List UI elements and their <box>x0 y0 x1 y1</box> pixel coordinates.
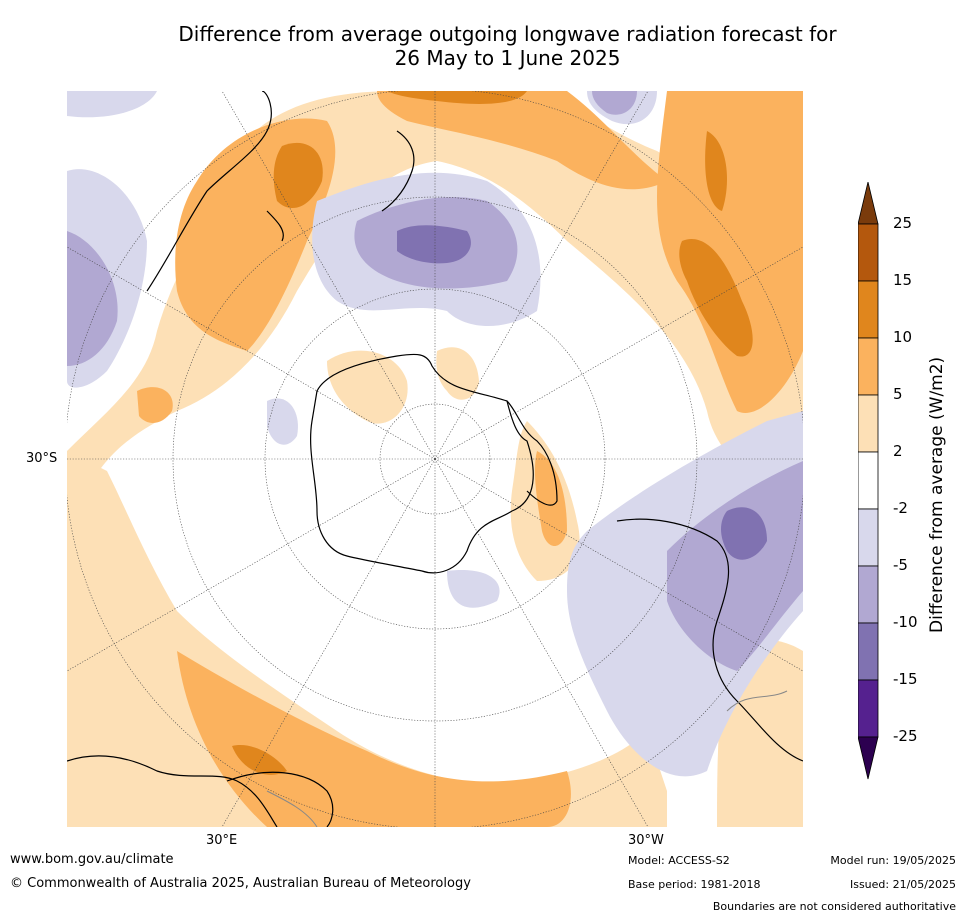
colorbar-title: Difference from average (W/m2) <box>927 356 947 633</box>
colorbar-tick-label: 25 <box>893 214 913 232</box>
colorbar <box>858 182 879 780</box>
antarctica-coastline <box>310 353 534 574</box>
footer-model: Model: ACCESS-S2 <box>628 854 730 867</box>
colorbar-segment <box>858 280 879 339</box>
anomaly-region-light-purple-east <box>267 398 298 445</box>
anomaly-region-light-purple-northwest <box>67 91 157 118</box>
colorbar-extend-bottom <box>858 736 879 780</box>
colorbar-tick-label: -25 <box>893 727 918 745</box>
africa-coastline <box>67 755 278 827</box>
colorbar-tick-label: 2 <box>893 442 903 460</box>
colorbar-tick-label: -10 <box>893 613 918 631</box>
anomaly-region-dark-orange-pacific <box>679 239 753 357</box>
colorbar-segment <box>858 223 879 282</box>
anomaly-region-purple-north <box>592 91 637 115</box>
colorbar-segment <box>858 508 879 567</box>
map-title: Difference from average outgoing longwav… <box>60 22 955 70</box>
colorbar-segment <box>858 679 879 738</box>
footer-url[interactable]: www.bom.gov.au/climate <box>10 852 174 867</box>
colorbar-segment <box>858 622 879 681</box>
anomaly-region-purple-west <box>67 231 118 366</box>
footer-issued: Issued: 21/05/2025 <box>849 878 956 891</box>
colorbar-segment <box>858 451 879 510</box>
colorbar-segment <box>858 337 879 396</box>
lat-label-30s: 30°S <box>26 451 58 466</box>
colorbar-tick-label: 15 <box>893 271 913 289</box>
anomaly-region-orange-north <box>377 91 667 190</box>
colorbar-segment <box>858 394 879 453</box>
south-america-coastline <box>616 518 803 762</box>
footer-disclaimer: Boundaries are not considered authoritat… <box>712 900 956 913</box>
lon-label-30e: 30°E <box>206 833 238 848</box>
latitude-circle-60s <box>264 288 606 630</box>
anomaly-region-dark-orange-australia <box>273 142 323 209</box>
country-border-1 <box>266 790 318 827</box>
anomaly-region-light-orange-pole2 <box>436 347 479 400</box>
new-zealand-coastline <box>381 130 415 212</box>
anomaly-region-dark-orange-pacific2 <box>705 131 727 211</box>
meridian-lines <box>67 91 803 827</box>
latitude-circle-45s <box>172 196 698 722</box>
anomaly-region-dark-purple-atlantic <box>721 507 767 560</box>
colorbar-segment <box>858 565 879 624</box>
colorbar-tick-label: -2 <box>893 499 908 517</box>
anomaly-region-orange-pacific <box>657 91 803 413</box>
colorbar-extend-top <box>858 182 879 225</box>
anomaly-region-purple-atlantic <box>667 461 803 671</box>
latitude-circle-80s <box>379 403 491 515</box>
australia-coastline <box>146 91 284 292</box>
south-africa-coastline <box>226 771 334 827</box>
footer-copyright: © Commonwealth of Australia 2025, Austra… <box>10 876 471 891</box>
footer-model-run: Model run: 19/05/2025 <box>830 854 956 867</box>
anomaly-region-orange-chile <box>534 451 567 546</box>
colorbar-tick-label: -15 <box>893 670 918 688</box>
country-border-2 <box>726 690 788 712</box>
polar-map <box>67 91 803 827</box>
anomaly-region-dark-orange-south <box>232 745 287 775</box>
anomaly-region-light-purple-south <box>447 570 500 608</box>
title-line-2: 26 May to 1 June 2025 <box>394 46 621 70</box>
anomaly-region-dark-purple-ring <box>397 225 471 264</box>
colorbar-tick-label: -5 <box>893 556 908 574</box>
peninsula-coastline <box>506 400 558 506</box>
anomaly-region-orange-south <box>177 651 571 827</box>
title-line-1: Difference from average outgoing longwav… <box>178 22 837 46</box>
colorbar-tick-label: 5 <box>893 385 903 403</box>
footer-base-period: Base period: 1981-2018 <box>628 878 761 891</box>
colorbar-tick-label: 10 <box>893 328 913 346</box>
lon-label-30w: 30°W <box>628 833 664 848</box>
anomaly-region-dark-orange-north <box>387 91 527 104</box>
anomaly-region-orange-sw <box>137 387 173 423</box>
